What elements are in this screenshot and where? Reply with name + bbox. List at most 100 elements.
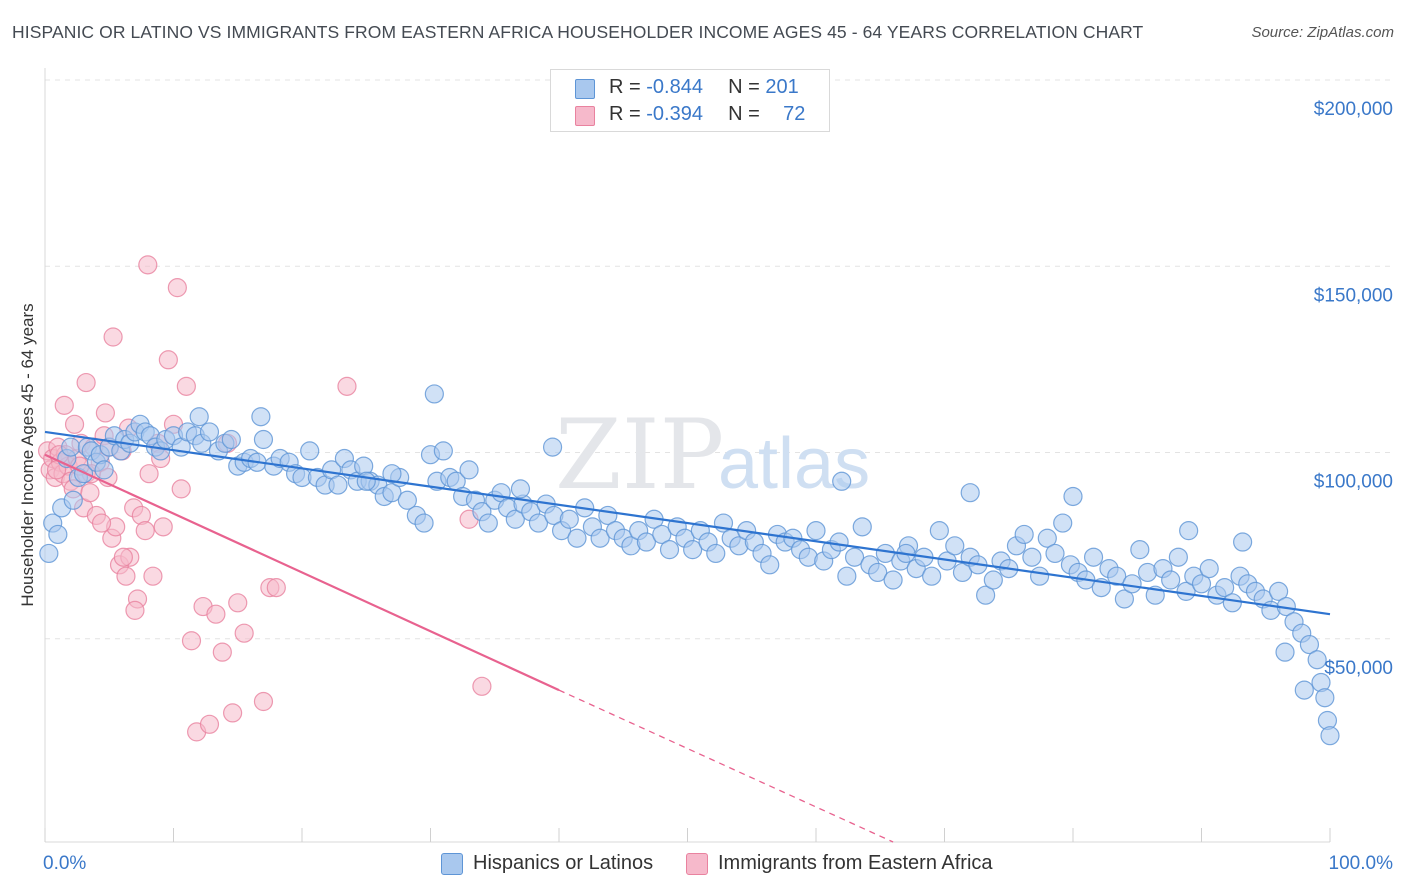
eastern-africa-trend-line bbox=[44, 453, 560, 692]
y-tick-label: $100,000 bbox=[1314, 472, 1393, 493]
legend-n-value: 201 bbox=[765, 76, 799, 98]
data-point bbox=[253, 429, 274, 450]
data-point bbox=[528, 513, 549, 533]
data-point bbox=[139, 464, 159, 484]
legend-swatch-pink bbox=[575, 106, 595, 126]
data-point bbox=[1199, 559, 1219, 579]
data-point bbox=[1299, 634, 1320, 655]
data-point bbox=[844, 547, 865, 567]
data-point bbox=[48, 524, 68, 545]
data-point bbox=[829, 532, 849, 552]
legend-r-value: -0.394 bbox=[646, 103, 703, 125]
data-point bbox=[382, 464, 402, 484]
data-point bbox=[1233, 532, 1253, 552]
data-point bbox=[929, 521, 949, 541]
chart-title: HISPANIC OR LATINO VS IMMIGRANTS FROM EA… bbox=[12, 22, 1144, 42]
y-tick-label: $150,000 bbox=[1314, 285, 1393, 306]
data-point bbox=[176, 376, 196, 396]
tick-labels: $50,000 $100,000 $150,000 $200,000 0.0% 100.0… bbox=[43, 99, 1393, 874]
data-point bbox=[206, 604, 226, 624]
data-point bbox=[63, 490, 83, 510]
data-point bbox=[199, 714, 220, 734]
data-point bbox=[478, 513, 498, 533]
data-point bbox=[223, 703, 243, 723]
data-point bbox=[832, 471, 852, 491]
data-point bbox=[171, 479, 191, 499]
data-point bbox=[1083, 547, 1104, 567]
data-point bbox=[559, 509, 579, 529]
data-point bbox=[567, 528, 587, 548]
data-point bbox=[1045, 543, 1065, 564]
data-point bbox=[1268, 581, 1289, 601]
legend-n-label: N = bbox=[728, 76, 766, 98]
data-point bbox=[135, 521, 155, 541]
data-point bbox=[1215, 578, 1235, 598]
y-tick-label: $200,000 bbox=[1314, 99, 1393, 120]
hispanic-trend-line bbox=[44, 430, 1331, 616]
data-point bbox=[683, 540, 703, 560]
data-point bbox=[1294, 680, 1314, 700]
x-tick-label: 100.0% bbox=[1329, 853, 1394, 874]
watermark-zip: ZIP bbox=[555, 399, 724, 511]
data-point bbox=[94, 460, 114, 480]
data-point bbox=[189, 407, 209, 427]
trend-lines bbox=[44, 430, 1331, 843]
data-point bbox=[659, 540, 680, 560]
legend-n-value: 72 bbox=[783, 103, 806, 125]
legend-swatch-blue bbox=[575, 79, 595, 99]
legend-r-label: R = bbox=[609, 103, 647, 125]
data-point bbox=[1161, 570, 1181, 590]
bottom-legend-label: Hispanics or Latinos bbox=[473, 852, 654, 874]
data-point bbox=[414, 513, 434, 533]
data-point bbox=[1130, 540, 1150, 560]
data-point bbox=[328, 475, 348, 495]
data-point bbox=[1029, 566, 1050, 586]
legend-r-value: -0.844 bbox=[646, 76, 703, 98]
data-point bbox=[1053, 513, 1073, 533]
data-point bbox=[54, 395, 74, 415]
data-point bbox=[153, 517, 173, 537]
data-point bbox=[472, 676, 492, 696]
data-point bbox=[234, 623, 254, 643]
data-point bbox=[1014, 524, 1034, 545]
data-point bbox=[61, 437, 81, 457]
data-point bbox=[1063, 486, 1083, 507]
data-point bbox=[397, 490, 417, 510]
data-point bbox=[1037, 528, 1057, 548]
data-point bbox=[181, 631, 202, 651]
data-point bbox=[636, 532, 656, 552]
data-point bbox=[1320, 726, 1340, 746]
data-point bbox=[976, 585, 996, 605]
data-point bbox=[251, 407, 271, 427]
data-point bbox=[116, 566, 136, 586]
hispanic-points bbox=[39, 384, 1340, 746]
data-point bbox=[868, 562, 888, 583]
data-point bbox=[143, 566, 163, 586]
data-point bbox=[1168, 547, 1188, 567]
data-point bbox=[510, 479, 531, 499]
data-point bbox=[806, 521, 826, 541]
data-point bbox=[266, 578, 286, 598]
data-point bbox=[1122, 574, 1142, 594]
data-point bbox=[221, 429, 241, 450]
data-point bbox=[922, 566, 942, 586]
data-point bbox=[837, 566, 857, 586]
data-point bbox=[760, 555, 780, 575]
stats-legend: R = -0.844 N = 201 R = -0.394 N = 72 bbox=[550, 69, 830, 132]
data-point bbox=[199, 422, 220, 442]
data-point bbox=[356, 471, 376, 491]
data-point bbox=[652, 524, 672, 545]
data-point bbox=[76, 372, 96, 393]
data-point bbox=[1307, 650, 1327, 670]
data-point bbox=[138, 255, 158, 275]
data-point bbox=[39, 543, 59, 564]
x-tick-label: 0.0% bbox=[43, 853, 86, 874]
data-point bbox=[64, 414, 85, 434]
data-point bbox=[459, 460, 479, 480]
data-point bbox=[113, 547, 133, 567]
data-point bbox=[382, 483, 402, 503]
data-point bbox=[300, 441, 320, 461]
data-point bbox=[1191, 574, 1212, 594]
watermark-atlas: atlas bbox=[718, 424, 870, 504]
data-point bbox=[228, 593, 248, 613]
